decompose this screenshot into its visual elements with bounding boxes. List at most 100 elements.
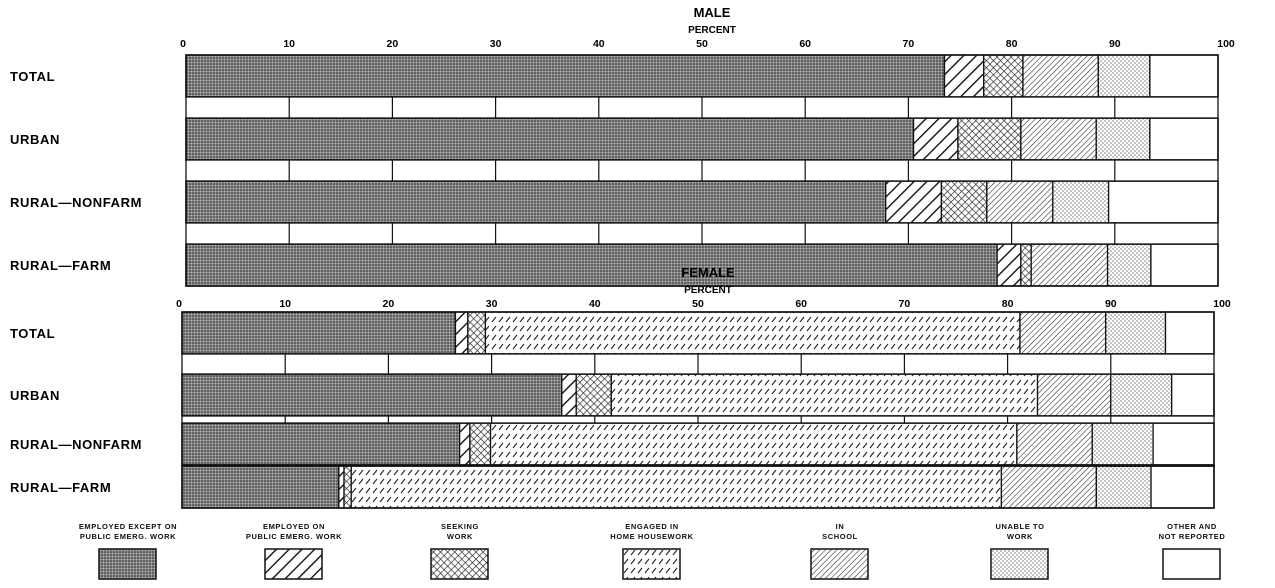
grid-strip — [181, 353, 1215, 375]
bar-segment — [610, 373, 1039, 417]
bar-segment — [1104, 311, 1167, 355]
axis-unit-label: PERCENT — [688, 25, 736, 36]
bar-segment — [1020, 243, 1032, 287]
bar-segment — [1149, 54, 1219, 98]
bar-segment — [1150, 243, 1219, 287]
bar-segment — [343, 465, 352, 509]
bar-segment — [489, 422, 1018, 466]
bar-row-2: RURAL—NONFARM — [10, 422, 1215, 466]
bar-segment — [1152, 422, 1215, 466]
panel-male: MALE PERCENT 0 10 20 30 40 50 60 70 80 90 100 TOTAL UR… — [10, 5, 1235, 287]
bar-segment — [885, 180, 943, 224]
bar-segment — [575, 373, 612, 417]
tick-label: 90 — [1109, 38, 1121, 50]
bar-segment — [469, 422, 492, 466]
category-label: RURAL—FARM — [10, 480, 111, 495]
bar-segment — [1164, 311, 1215, 355]
bar-segment — [957, 117, 1022, 161]
tick-label: 80 — [1002, 298, 1014, 310]
tick-label: 20 — [383, 298, 395, 310]
bar-segment — [1097, 54, 1151, 98]
category-label: RURAL—NONFARM — [10, 195, 142, 210]
category-label: TOTAL — [10, 69, 55, 84]
tick-label: 90 — [1105, 298, 1117, 310]
bar-segment — [185, 54, 946, 98]
bar-segment — [454, 311, 469, 355]
bar-segment — [185, 117, 915, 161]
panel-title: FEMALE — [681, 265, 735, 280]
bar-segment — [1020, 117, 1097, 161]
bar-segment — [1000, 465, 1098, 509]
bar-segment — [1030, 243, 1109, 287]
bar-segment — [181, 373, 563, 417]
category-label: URBAN — [10, 132, 60, 147]
category-label: RURAL—NONFARM — [10, 437, 142, 452]
bar-segment — [986, 180, 1054, 224]
bar-segment — [912, 117, 959, 161]
bar-segment — [185, 243, 998, 287]
tick-label: 0 — [176, 298, 182, 310]
tick-label: 70 — [903, 38, 915, 50]
bar-segment — [1095, 117, 1151, 161]
tick-label: 0 — [180, 38, 186, 50]
tick-label: 20 — [387, 38, 399, 50]
bar-row-2: RURAL—NONFARM — [10, 180, 1219, 224]
tick-label: 40 — [589, 298, 601, 310]
bar-segment — [1091, 422, 1154, 466]
panel-title: MALE — [694, 5, 731, 20]
bar-segment — [467, 311, 487, 355]
bar-segment — [1110, 373, 1173, 417]
bar-segment — [940, 180, 988, 224]
grid-strip — [181, 415, 1215, 424]
tick-label: 10 — [283, 38, 295, 50]
grid-strip — [181, 464, 1215, 467]
bar-row-3: RURAL—FARM — [10, 243, 1219, 287]
bar-segment — [1106, 243, 1152, 287]
tick-label: 70 — [899, 298, 911, 310]
tick-label: 30 — [486, 298, 498, 310]
bar-segment — [350, 465, 1003, 509]
bar-segment — [1150, 465, 1215, 509]
grid-strip — [185, 96, 1219, 119]
bar-segment — [943, 54, 985, 98]
bar-segment — [458, 422, 471, 466]
tick-label: 100 — [1213, 298, 1231, 310]
bar-segment — [484, 311, 1021, 355]
bar-row-3: RURAL—FARM — [10, 465, 1215, 509]
grid-strip — [185, 222, 1219, 245]
axis-unit-label: PERCENT — [684, 285, 732, 296]
bar-row-1: URBAN — [10, 117, 1219, 161]
bar-row-0: TOTAL — [10, 311, 1215, 355]
bar-segment — [1036, 373, 1112, 417]
tick-label: 80 — [1006, 38, 1018, 50]
bar-segment — [561, 373, 577, 417]
bar-segment — [338, 465, 345, 509]
bar-segment — [1107, 180, 1219, 224]
tick-label: 10 — [279, 298, 291, 310]
tick-label: 30 — [490, 38, 502, 50]
panel-female: FEMALE PERCENT 0 10 20 30 40 50 60 70 80 90 100 TOTAL… — [10, 265, 1231, 509]
bar-segment — [185, 180, 887, 224]
bar-row-1: URBAN — [10, 373, 1215, 417]
bar-segment — [983, 54, 1024, 98]
bar-segment — [996, 243, 1022, 287]
bar-segment — [1019, 311, 1107, 355]
category-label: URBAN — [10, 388, 60, 403]
tick-label: 50 — [696, 38, 708, 50]
tick-label: 50 — [692, 298, 704, 310]
bar-segment — [1022, 54, 1099, 98]
bar-segment — [1016, 422, 1093, 466]
bar-segment — [181, 311, 457, 355]
bar-segment — [1171, 373, 1215, 417]
grid-strip — [185, 159, 1219, 182]
tick-label: 60 — [799, 38, 811, 50]
bar-segment — [1149, 117, 1219, 161]
category-label: TOTAL — [10, 326, 55, 341]
bar-segment — [181, 465, 340, 509]
category-label: RURAL—FARM — [10, 258, 111, 273]
bar-segment — [181, 422, 461, 466]
bar-segment — [1095, 465, 1152, 509]
tick-label: 60 — [795, 298, 807, 310]
bar-segment — [1052, 180, 1110, 224]
